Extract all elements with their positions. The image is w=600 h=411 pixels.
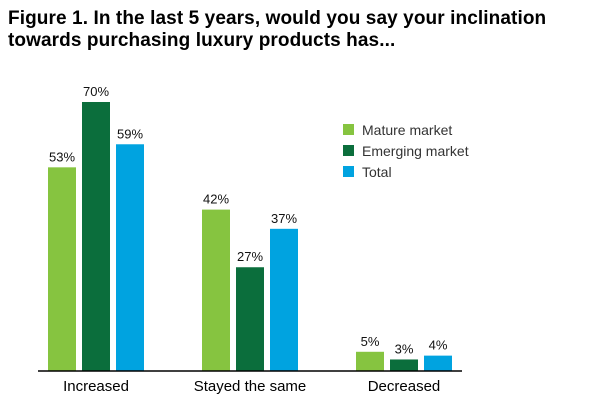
legend-label-emerging-market: Emerging market [362,143,469,159]
bar-decreased-emerging-market [390,359,418,371]
category-labels-layer: Increased Stayed the same Decreased [63,378,440,395]
chart-title: Figure 1. In the last 5 years, would you… [8,8,547,51]
value-label-stayed-the-same-total: 37% [271,211,297,226]
bar-stayed-the-same-emerging-market [236,267,264,371]
bar-increased-emerging-market [82,102,110,371]
value-label-increased-mature-market: 53% [49,149,75,164]
bars-layer [48,102,452,371]
bar-stayed-the-same-total [270,228,298,371]
value-labels-layer: 53% 70% 59% 42% 27% 37% 5% 3% 4% [49,84,448,356]
bar-stayed-the-same-mature-market [202,209,230,371]
category-label-stayed-the-same: Stayed the same [194,378,307,395]
legend-label-mature-market: Mature market [362,122,452,138]
bar-increased-mature-market [48,167,76,371]
bar-increased-total [116,144,144,371]
legend-swatch-emerging-market [343,145,354,156]
legend-swatch-mature-market [343,124,354,135]
value-label-decreased-emerging-market: 3% [395,341,414,356]
value-label-increased-emerging-market: 70% [83,84,109,99]
legend-swatch-total [343,166,354,177]
bar-decreased-total [424,355,452,371]
value-label-stayed-the-same-mature-market: 42% [203,192,229,207]
value-label-decreased-mature-market: 5% [361,334,380,349]
category-label-increased: Increased [63,378,129,395]
category-label-decreased: Decreased [368,378,441,395]
bar-decreased-mature-market [356,351,384,371]
value-label-increased-total: 59% [117,126,143,141]
value-label-decreased-total: 4% [429,338,448,353]
legend-label-total: Total [362,164,392,180]
value-label-stayed-the-same-emerging-market: 27% [237,249,263,264]
legend: Mature market Emerging market Total [343,122,469,180]
